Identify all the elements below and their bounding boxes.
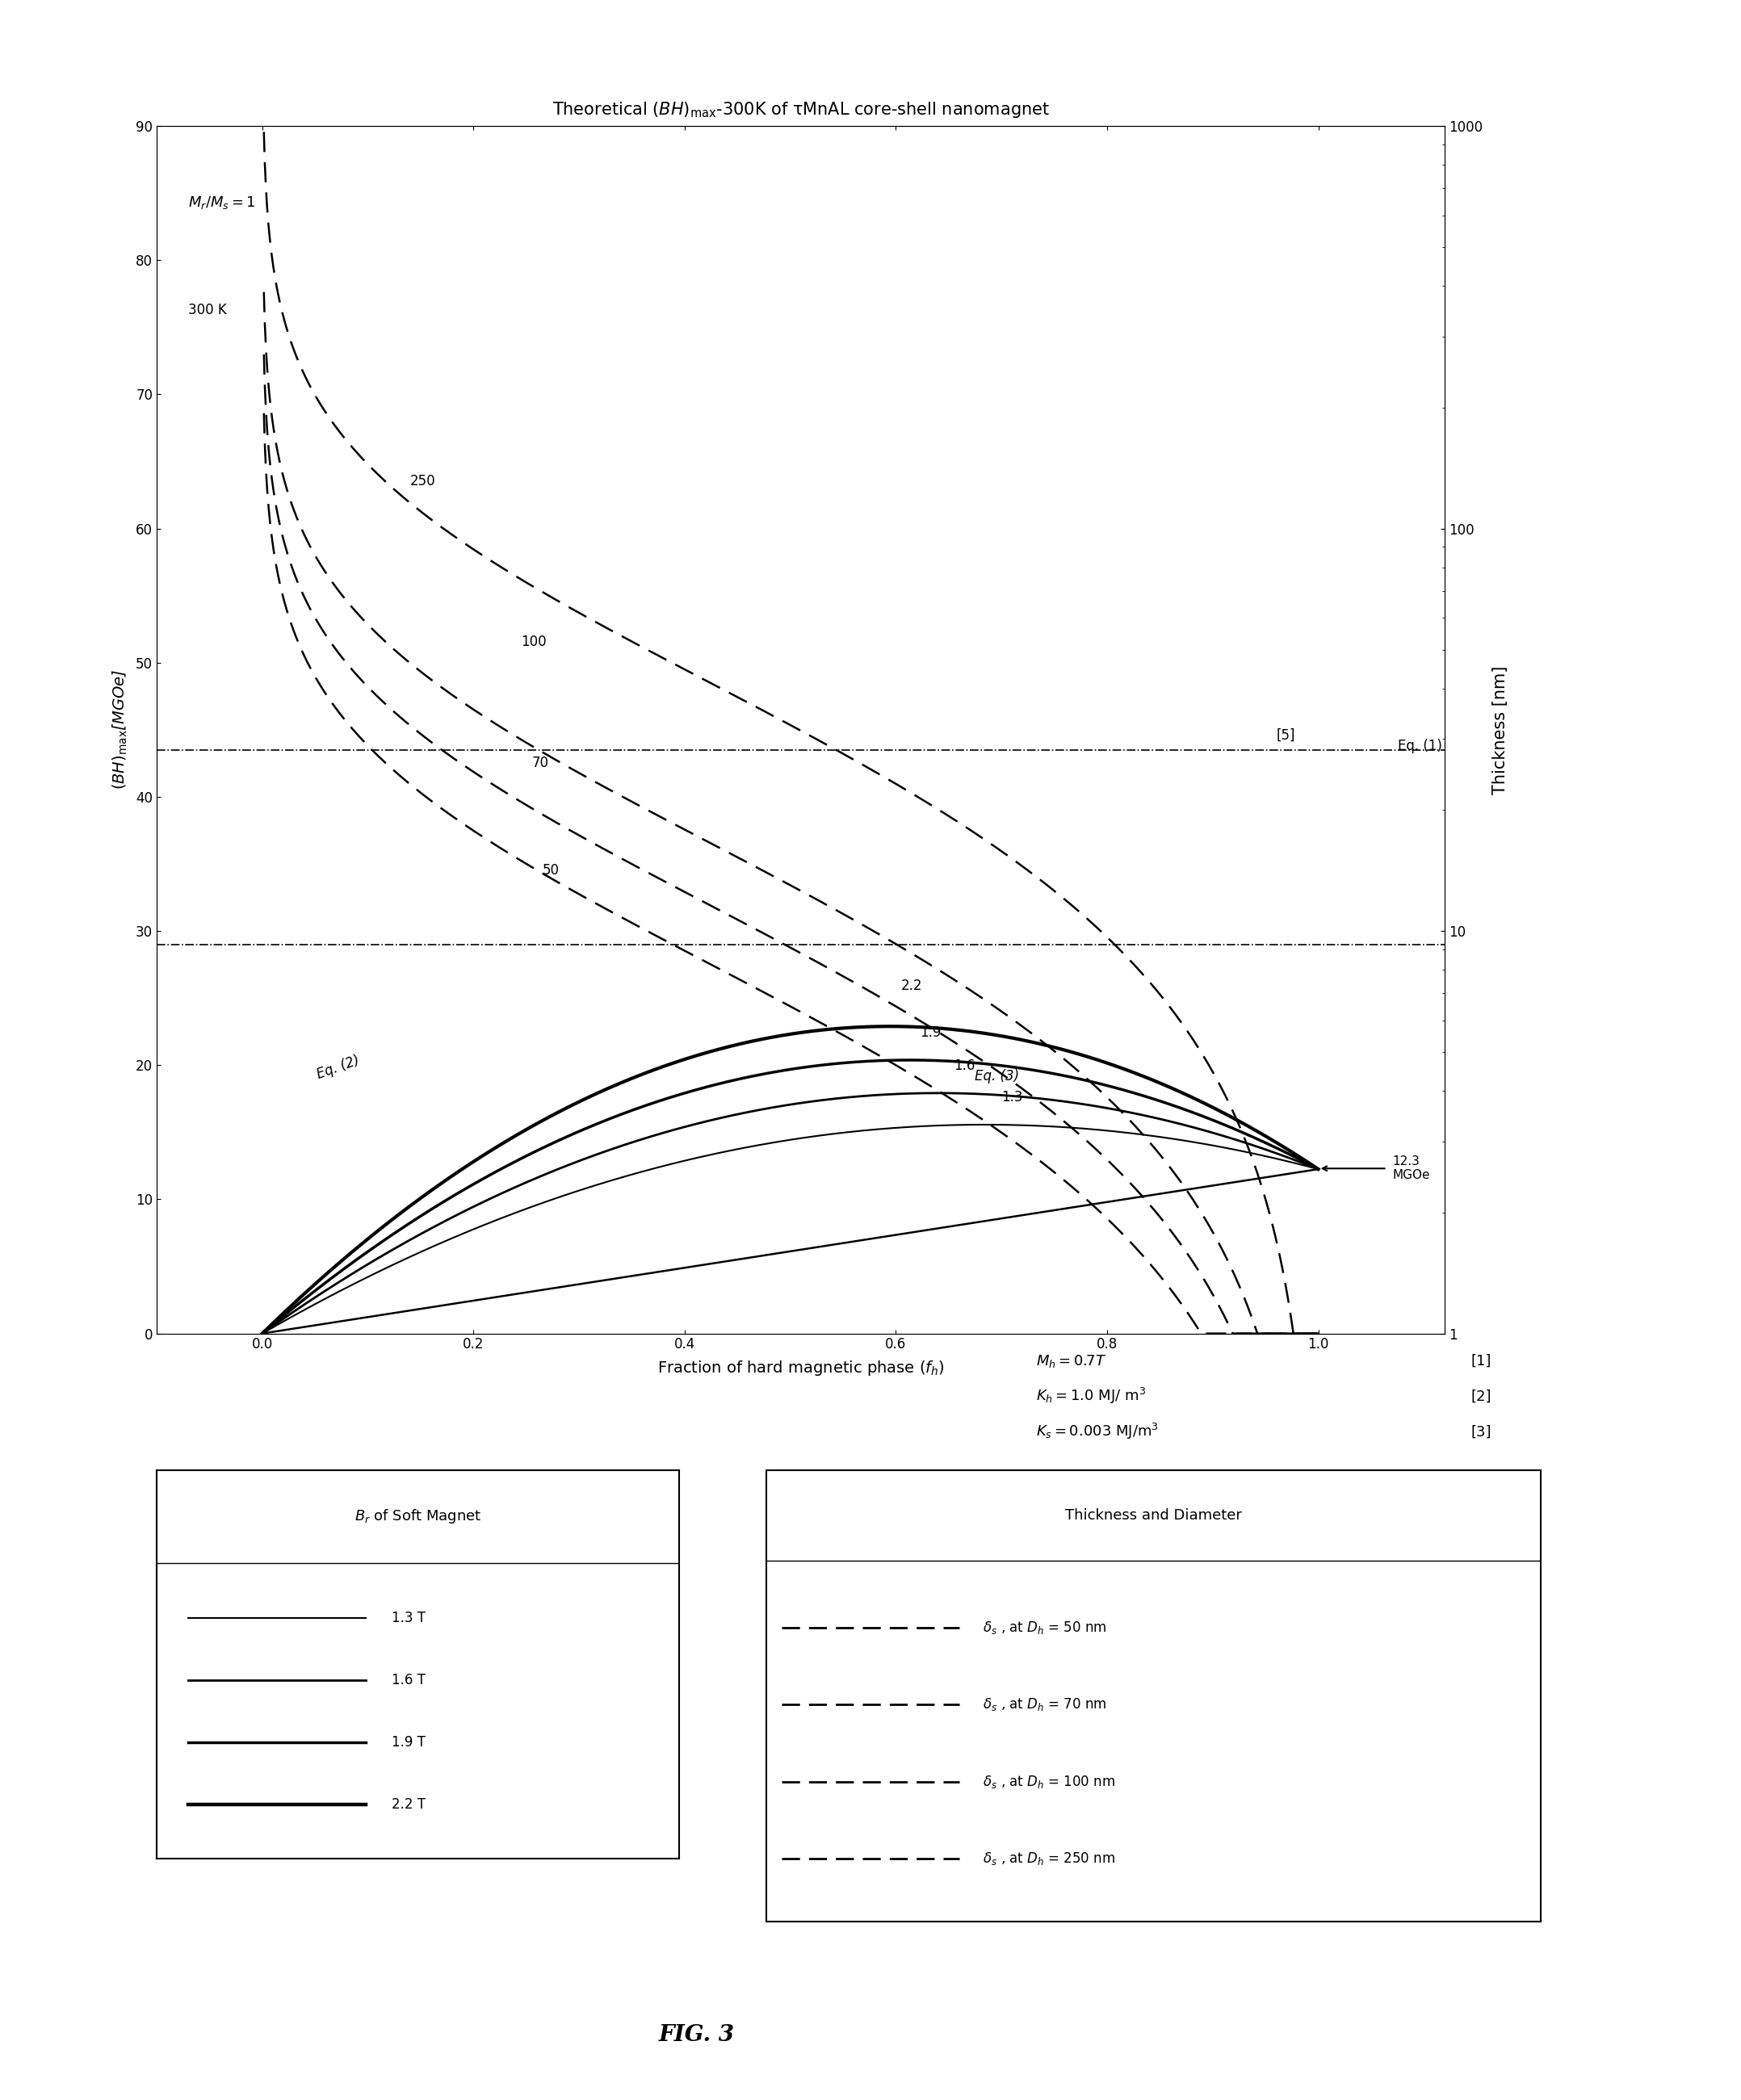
Text: 100: 100 <box>521 634 547 649</box>
Title: Theoretical $(BH)_{\mathrm{max}}$-300K of τMnAL core-shell nanomagnet: Theoretical $(BH)_{\mathrm{max}}$-300K o… <box>552 101 1050 120</box>
Text: $K_h = 1.0$ MJ/ m$^3$: $K_h = 1.0$ MJ/ m$^3$ <box>1036 1386 1146 1405</box>
Text: 12.3
MGOe: 12.3 MGOe <box>1393 1155 1429 1182</box>
Text: 1.3 T: 1.3 T <box>392 1611 425 1625</box>
Text: 1.3: 1.3 <box>1001 1090 1022 1105</box>
Text: 1.9 T: 1.9 T <box>392 1735 425 1749</box>
Text: [2]: [2] <box>1471 1390 1492 1405</box>
Text: 2.2: 2.2 <box>900 979 923 993</box>
Text: $\delta_s$ , at $D_h$ = 50 nm: $\delta_s$ , at $D_h$ = 50 nm <box>984 1619 1107 1636</box>
Text: Thickness and Diameter: Thickness and Diameter <box>1065 1508 1241 1522</box>
Text: [3]: [3] <box>1471 1426 1492 1441</box>
Text: 1.6: 1.6 <box>954 1058 975 1073</box>
Text: Eq. (1): Eq. (1) <box>1398 739 1442 754</box>
Text: 70: 70 <box>531 756 548 771</box>
Text: $\delta_s$ , at $D_h$ = 70 nm: $\delta_s$ , at $D_h$ = 70 nm <box>984 1697 1107 1714</box>
Y-axis label: Thickness [nm]: Thickness [nm] <box>1492 666 1508 794</box>
Text: Eq. (2): Eq. (2) <box>315 1052 362 1082</box>
Text: 250: 250 <box>411 475 435 489</box>
Text: [5]: [5] <box>1276 729 1295 743</box>
Text: FIG. 3: FIG. 3 <box>658 2024 735 2045</box>
Text: $M_h = 0.7T$: $M_h = 0.7T$ <box>1036 1352 1107 1369</box>
Y-axis label: $(BH)_{\mathrm{max}}$[MGOe]: $(BH)_{\mathrm{max}}$[MGOe] <box>111 670 129 790</box>
Text: $\delta_s$ , at $D_h$ = 250 nm: $\delta_s$ , at $D_h$ = 250 nm <box>984 1850 1116 1867</box>
Text: 300 K: 300 K <box>188 302 226 317</box>
Text: $B_r$ of Soft Magnet: $B_r$ of Soft Magnet <box>353 1508 482 1525</box>
Text: [1]: [1] <box>1471 1354 1492 1369</box>
Text: 50: 50 <box>541 863 559 878</box>
Text: 1.6 T: 1.6 T <box>392 1672 425 1686</box>
X-axis label: Fraction of hard magnetic phase $(f_h)$: Fraction of hard magnetic phase $(f_h)$ <box>658 1359 944 1378</box>
Text: $\delta_s$ , at $D_h$ = 100 nm: $\delta_s$ , at $D_h$ = 100 nm <box>984 1774 1116 1789</box>
Text: $M_r/M_s = 1$: $M_r/M_s = 1$ <box>188 195 256 210</box>
Text: $K_s = 0.003$ MJ/m$^3$: $K_s = 0.003$ MJ/m$^3$ <box>1036 1422 1158 1441</box>
Text: 1.9: 1.9 <box>919 1025 942 1040</box>
Text: Eq. (3): Eq. (3) <box>975 1069 1018 1084</box>
Text: 2.2 T: 2.2 T <box>392 1798 425 1812</box>
